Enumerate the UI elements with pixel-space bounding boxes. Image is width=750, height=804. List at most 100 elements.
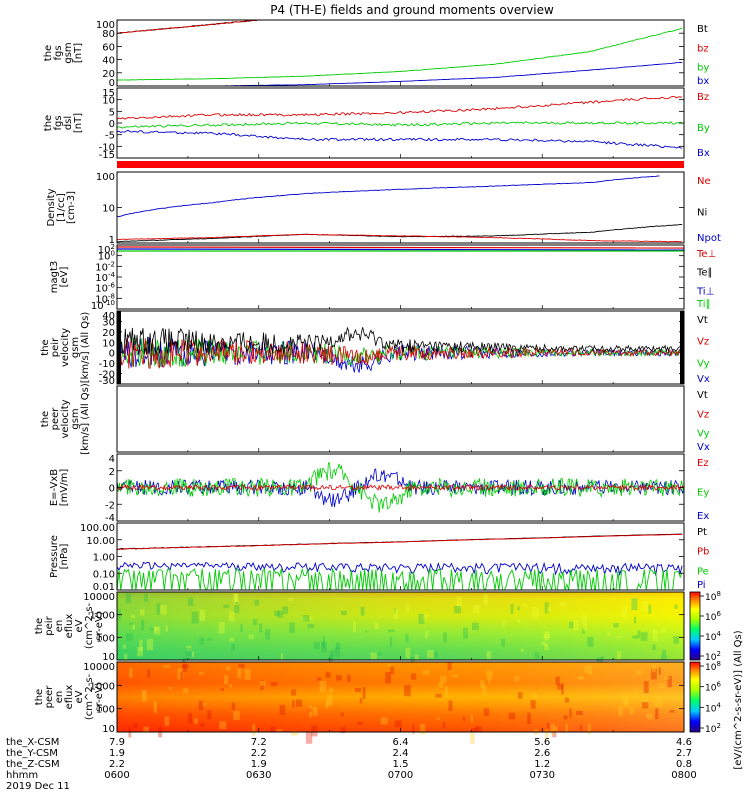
- spectrogram-speckle: [624, 697, 629, 707]
- spectrogram-speckle: [483, 593, 488, 606]
- spectrogram-speckle: [131, 614, 135, 619]
- panel-density: 100 10 1 Density[1/cc][cm-3] Ne Ni Npot: [46, 171, 721, 246]
- y-tick-label: 10000: [83, 662, 115, 673]
- spectrogram-speckle: [596, 657, 604, 666]
- spectrogram-speckle: [154, 626, 161, 635]
- legend-Vx: Vx: [697, 374, 710, 385]
- spectrogram-speckle: [618, 706, 623, 717]
- spectrogram-speckle: [187, 597, 194, 606]
- spectrogram-speckle: [220, 688, 224, 691]
- legend-Vz: Vz: [697, 337, 709, 348]
- legend-Pi: Pi: [697, 580, 706, 591]
- y-tick-label: -5: [105, 131, 115, 142]
- spectrogram-speckle: [308, 708, 312, 713]
- footer-value: 0700: [388, 770, 413, 781]
- spectrogram-speckle: [288, 597, 293, 602]
- y-tick-label: 100: [96, 633, 115, 644]
- spectrogram-speckle: [514, 676, 520, 682]
- spectrogram-speckle: [182, 664, 189, 669]
- footer-value: 1.5: [393, 759, 409, 770]
- fill-bar-right: [680, 311, 684, 384]
- footer-label-hhmm: hhmm: [6, 770, 38, 781]
- spectrogram-speckle: [561, 683, 564, 695]
- spectrogram-speckle: [517, 619, 521, 623]
- legend-bz: bz: [697, 43, 709, 54]
- spectrogram-speckle: [353, 621, 356, 633]
- spectrogram-speckle: [427, 650, 434, 659]
- spectrogram-speckle: [180, 671, 183, 681]
- spectrogram-speckle: [541, 641, 546, 645]
- legend-Vy: Vy: [697, 429, 710, 440]
- spectrogram-speckle: [425, 630, 428, 639]
- panel-pressure: 100.00 10.00 1.00 0.10 0.01 Pressure[nPa] Pt Pb…: [49, 522, 709, 593]
- spectrogram-speckle: [552, 730, 557, 738]
- panel-peir_en_eflux: 10810610410210000100010010thepeireneflux…: [34, 590, 721, 666]
- ephemeris-footer: the_X-CSM the_Y-CSM the_Z-CSM hhmm 2019 …: [6, 737, 697, 792]
- spectrogram-speckle: [475, 726, 482, 732]
- spectrogram-speckle: [248, 634, 254, 639]
- y-tick-label: 40: [102, 56, 115, 67]
- spectrogram-speckle: [233, 593, 238, 602]
- spectrogram-speckle: [168, 686, 173, 690]
- spectrogram-speckle: [434, 651, 438, 659]
- spectrogram-speckle: [633, 690, 637, 699]
- series-line-Ez: [117, 483, 684, 492]
- spectrogram-speckle: [669, 709, 675, 713]
- legend-Pt: Pt: [697, 527, 707, 538]
- legend-Npot: Npot: [697, 233, 721, 244]
- legend-Ne: Ne: [697, 176, 711, 187]
- footer-label-y: the_Y-CSM: [6, 748, 58, 759]
- y-tick-label: 1.00: [93, 553, 115, 564]
- colorbar-tick-label: 102: [705, 722, 721, 735]
- y-tick-label: -2: [105, 500, 115, 511]
- spectrogram-speckle: [137, 646, 144, 657]
- spectrogram-speckle: [616, 651, 622, 663]
- spectrogram-speckle: [660, 655, 668, 660]
- spectrogram-speckle: [319, 681, 327, 693]
- y-tick-label: 1: [109, 235, 115, 246]
- panel-peer_en_eflux: 10810610410210000100010010thepeereneflux…: [34, 660, 721, 744]
- footer-value: 6.4: [393, 737, 409, 748]
- spectrogram-speckle: [340, 712, 344, 717]
- spectrogram-speckle: [354, 687, 362, 693]
- spectrogram-speckle: [652, 630, 658, 642]
- spectrogram-speckle: [335, 675, 342, 681]
- y-tick-label: 100.00: [80, 523, 115, 534]
- spectrogram-speckle: [277, 610, 284, 618]
- colorbar-scale: [689, 661, 701, 733]
- footer-value: 1.2: [534, 759, 550, 770]
- legend-Vx: Vx: [697, 442, 710, 453]
- series-line-by: [117, 27, 683, 81]
- y-tick-label: 10.00: [86, 536, 115, 547]
- y-tick-label: 0: [109, 349, 115, 360]
- spectrogram-speckle: [565, 724, 569, 733]
- spectrogram-speckle: [447, 662, 452, 670]
- panel-efield: 4 2 0 -2 -4 E=-VxB[mV/m] Ez Ey Ex: [49, 453, 709, 524]
- spectrogram-speckle: [527, 712, 531, 725]
- spectrogram-speckle: [502, 620, 506, 627]
- spectrogram-speckle: [520, 648, 524, 652]
- spectrogram-speckle: [532, 606, 539, 619]
- y-tick-label: 2: [109, 467, 115, 478]
- y-axis-label: thepeervelocitygsm[km/s] (All Qs): [40, 383, 91, 455]
- footer-value: 7.9: [109, 737, 125, 748]
- y-tick-label: 1000: [90, 611, 115, 622]
- legend-Ex: Ex: [697, 511, 709, 522]
- spectrogram-speckle: [226, 666, 231, 671]
- spectrogram-speckle: [631, 697, 636, 701]
- y-tick-label: 60: [102, 42, 115, 53]
- spectrogram-speckle: [410, 673, 417, 680]
- spectrogram-speckle: [637, 630, 641, 639]
- colorbar-tick-label: 106: [705, 681, 721, 694]
- spectrogram-speckle: [328, 654, 333, 663]
- spectrogram-speckle: [587, 636, 594, 647]
- spectrogram-speckle: [641, 702, 649, 709]
- spectrogram-speckle: [133, 723, 138, 728]
- spectrogram-speckle: [270, 726, 276, 733]
- legend-Te⊥: Te⊥: [696, 249, 716, 260]
- spectrogram-speckle: [191, 651, 194, 657]
- series-line-Pb: [117, 533, 683, 550]
- spectrogram-speckle: [422, 670, 430, 675]
